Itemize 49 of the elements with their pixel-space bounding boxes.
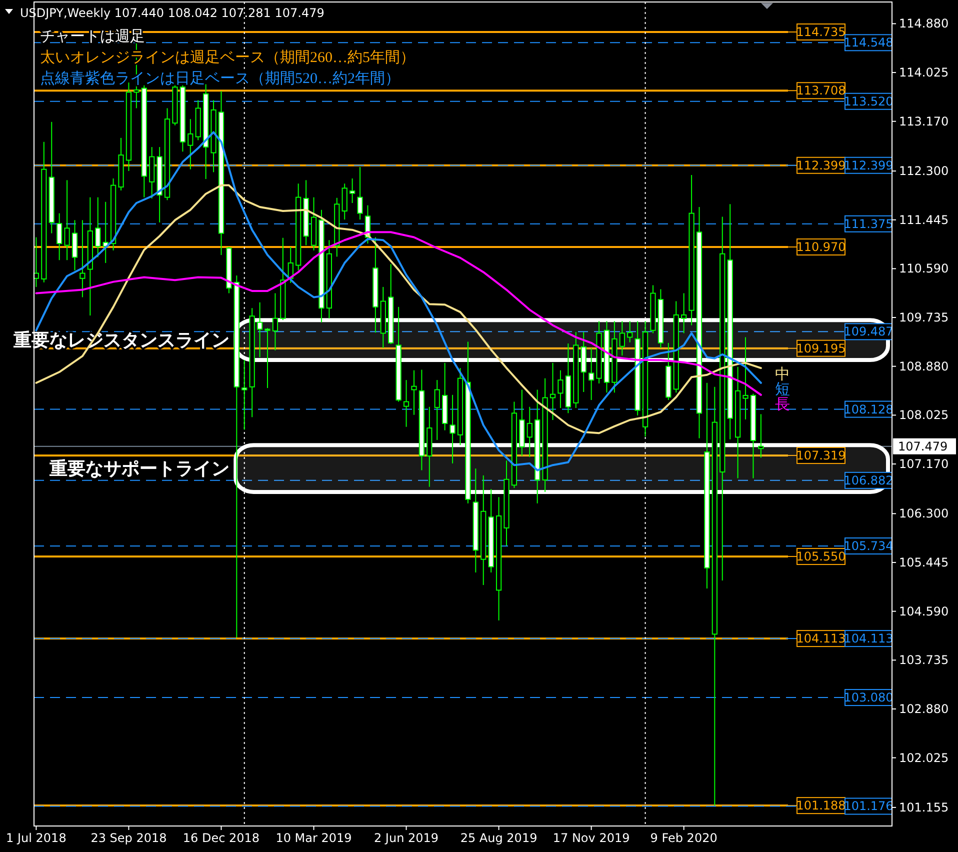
ref-line-label: 108.128 (844, 402, 894, 416)
x-tick-label: 25 Aug 2019 (460, 831, 538, 845)
ref-line-label: 109.195 (796, 341, 846, 356)
x-tick-label: 16 Dec 2018 (182, 831, 260, 845)
y-tick-label: 110.590 (899, 262, 949, 276)
ref-line-label: 111.375 (844, 216, 894, 231)
x-tick-label: 17 Nov 2019 (552, 831, 630, 845)
y-tick-label: 103.735 (899, 653, 949, 668)
ref-line-label: 101.176 (844, 799, 894, 814)
ref-line-label: 109.487 (844, 324, 894, 339)
series-label: 短 (774, 382, 790, 398)
ref-line-label: 114.548 (844, 36, 894, 50)
ref-line-label: 106.882 (844, 473, 894, 488)
y-tick-label: 102.025 (899, 750, 949, 765)
ref-line-label: 112.399 (844, 158, 894, 172)
ref-line-label: 107.479 (898, 439, 948, 454)
y-tick-label: 112.300 (899, 164, 949, 178)
series-label: 中 (774, 366, 790, 384)
x-tick-label: 9 Feb 2020 (650, 831, 718, 845)
y-tick-label: 108.025 (899, 408, 949, 422)
x-tick-label: 23 Sep 2018 (90, 831, 167, 845)
ref-line-label: 112.399 (796, 158, 846, 172)
ref-line-label: 103.080 (844, 690, 894, 705)
ref-line-label: 104.113 (796, 632, 846, 646)
ref-line-label: 113.708 (796, 84, 846, 98)
x-tick-label: 2 Jun 2019 (374, 831, 439, 845)
y-tick-label: 106.300 (899, 506, 949, 521)
x-tick-label: 1 Jul 2018 (6, 831, 66, 845)
band-label: 重要なサポートライン (48, 458, 230, 479)
y-tick-label: 108.880 (899, 359, 949, 374)
ref-line-label: 110.970 (796, 240, 846, 254)
y-tick-label: 114.025 (899, 66, 949, 80)
y-tick-label: 109.735 (899, 310, 949, 324)
y-tick-label: 101.155 (899, 800, 949, 814)
y-tick-label: 111.445 (899, 212, 949, 227)
y-tick-label: 114.880 (899, 16, 949, 31)
series-label: 長 (774, 397, 790, 414)
y-tick-label: 113.170 (899, 114, 949, 128)
x-tick-label: 10 Mar 2019 (276, 831, 352, 845)
y-tick-label: 105.445 (899, 555, 949, 570)
ref-line-label: 101.188 (796, 798, 846, 813)
annotation: チャートは週足 (40, 29, 145, 45)
ref-line-label: 105.550 (796, 549, 846, 564)
ref-line-label: 104.113 (844, 632, 894, 646)
y-tick-label: 102.880 (899, 702, 949, 716)
ref-line-label: 114.735 (796, 24, 846, 39)
y-tick-label: 104.590 (899, 604, 949, 618)
ref-line-label: 107.319 (796, 448, 846, 462)
y-tick-label: 107.170 (899, 456, 949, 471)
